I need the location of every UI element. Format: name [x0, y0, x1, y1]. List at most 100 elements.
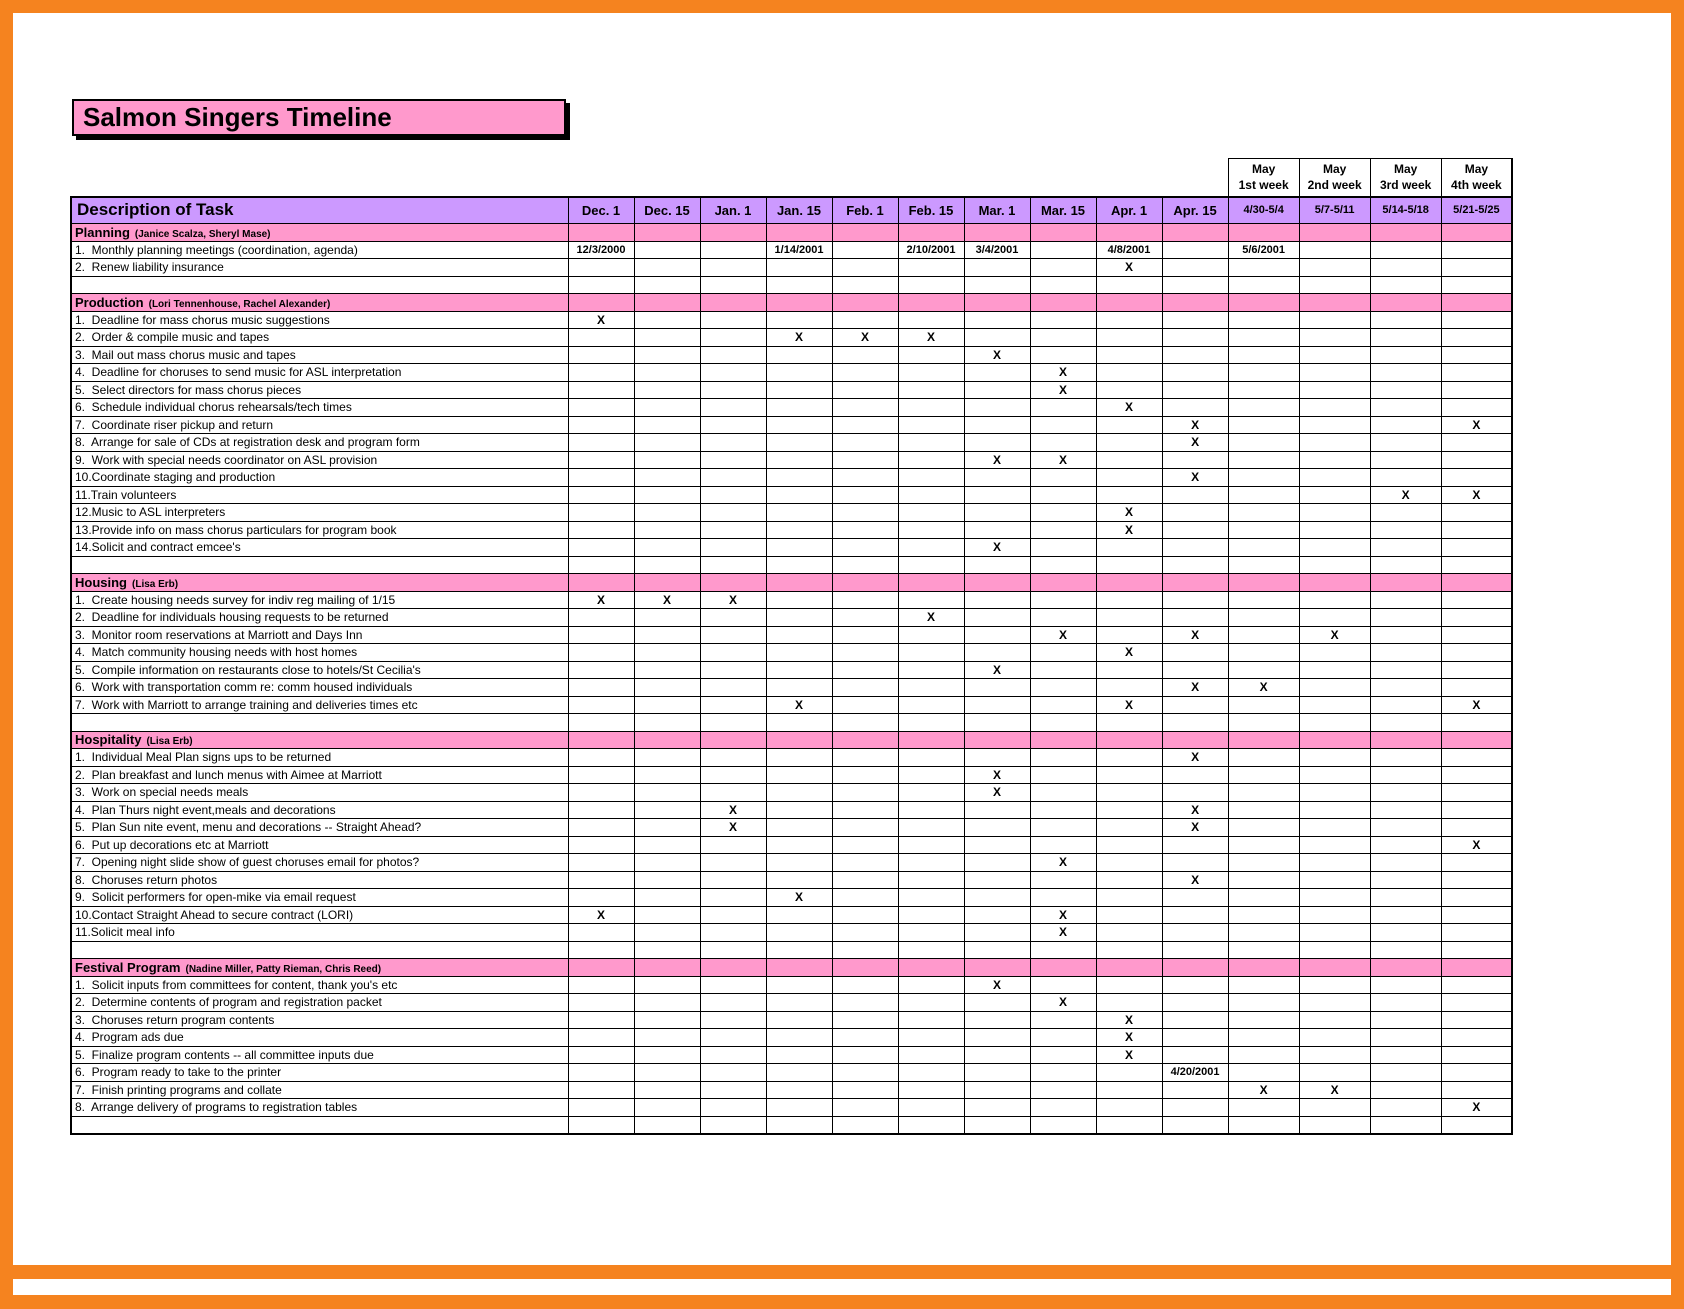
empty-cell: [1227, 993, 1300, 1012]
empty-cell: [831, 1080, 899, 1099]
empty-cell: [1227, 345, 1300, 364]
empty-cell: [699, 1028, 767, 1047]
empty-cell: [1227, 485, 1300, 504]
empty-cell: [897, 853, 965, 872]
x-mark-cell: X: [1227, 678, 1300, 697]
empty-cell: [1029, 240, 1097, 259]
empty-cell: [1227, 818, 1300, 837]
empty-cell: [1095, 450, 1163, 469]
x-mark-cell: X: [567, 590, 635, 609]
empty-cell: [1440, 1063, 1514, 1082]
date-cell: 1/14/2001: [765, 240, 833, 259]
may-week-label-top: May: [1393, 162, 1418, 177]
empty-cell: [633, 940, 701, 959]
empty-cell: [1298, 258, 1371, 277]
empty-cell: [897, 450, 965, 469]
empty-cell: [831, 923, 899, 942]
empty-cell: [1095, 940, 1163, 959]
empty-cell: [831, 1045, 899, 1064]
empty-cell: [1227, 468, 1300, 487]
date-cell: 3/4/2001: [963, 240, 1031, 259]
empty-cell: [1095, 748, 1163, 767]
section-cell: [1029, 958, 1097, 977]
empty-cell: [1227, 1063, 1300, 1082]
empty-cell: [1095, 555, 1163, 574]
empty-cell: [831, 818, 899, 837]
empty-cell: [567, 975, 635, 994]
empty-cell: [567, 1063, 635, 1082]
section-cell: [831, 958, 899, 977]
task-row: 1. Solicit inputs from committees for co…: [70, 975, 1514, 994]
task-label: 4. Plan Thurs night event,meals and deco…: [70, 800, 569, 819]
empty-cell: [1161, 835, 1229, 854]
empty-cell: [1029, 1045, 1097, 1064]
empty-cell: [633, 240, 701, 259]
empty-cell: [633, 1098, 701, 1117]
section-title-cell: Planning (Janice Scalza, Sheryl Mase): [70, 223, 569, 242]
empty-cell: [1298, 590, 1371, 609]
empty-cell: [633, 905, 701, 924]
empty-cell: [897, 643, 965, 662]
empty-cell: [1440, 940, 1514, 959]
section-name: Production: [75, 294, 144, 310]
empty-cell: [699, 380, 767, 399]
empty-cell: [1161, 363, 1229, 382]
empty-cell: [1029, 555, 1097, 574]
empty-cell: [699, 1080, 767, 1099]
empty-cell: [1369, 608, 1442, 627]
empty-cell: [897, 765, 965, 784]
empty-cell: [1440, 450, 1514, 469]
section-cell: [1227, 730, 1300, 749]
empty-cell: [831, 258, 899, 277]
empty-cell: [1440, 328, 1514, 347]
empty-cell: [1440, 345, 1514, 364]
empty-cell: [633, 800, 701, 819]
x-mark-cell: X: [1095, 520, 1163, 539]
empty-cell: [699, 468, 767, 487]
empty-cell: [1369, 345, 1442, 364]
x-mark-cell: X: [963, 345, 1031, 364]
column-header: Feb. 1: [831, 195, 899, 224]
empty-cell: [1369, 713, 1442, 732]
empty-cell: [1440, 678, 1514, 697]
empty-cell: [567, 853, 635, 872]
empty-cell: [1095, 993, 1163, 1012]
empty-cell: [699, 450, 767, 469]
section-cell: [633, 958, 701, 977]
empty-cell: [699, 1115, 767, 1135]
empty-cell: [963, 695, 1031, 714]
section-cell: [1369, 573, 1442, 592]
empty-cell: [765, 450, 833, 469]
column-header: 4/30-5/4: [1227, 195, 1300, 224]
empty-cell: [567, 503, 635, 522]
empty-cell: [963, 1098, 1031, 1117]
empty-cell: [1298, 1010, 1371, 1029]
empty-cell: [1298, 345, 1371, 364]
empty-cell: [897, 888, 965, 907]
empty-cell: [1227, 555, 1300, 574]
empty-cell: [699, 853, 767, 872]
empty-cell: [1095, 590, 1163, 609]
task-label: 14.Solicit and contract emcee's: [70, 538, 569, 557]
empty-cell: [70, 713, 569, 732]
empty-cell: [567, 748, 635, 767]
empty-cell: [831, 1115, 899, 1135]
section-cell: [1298, 573, 1371, 592]
task-label: 8. Choruses return photos: [70, 870, 569, 889]
empty-cell: [567, 1080, 635, 1099]
x-mark-cell: X: [1227, 1080, 1300, 1099]
task-label: 5. Select directors for mass chorus piec…: [70, 380, 569, 399]
empty-cell: [633, 520, 701, 539]
empty-cell: [765, 363, 833, 382]
section-cell: [1227, 958, 1300, 977]
empty-cell: [567, 538, 635, 557]
empty-cell: [897, 660, 965, 679]
empty-cell: [1029, 800, 1097, 819]
empty-cell: [963, 905, 1031, 924]
empty-cell: [1029, 695, 1097, 714]
section-cell: [1095, 223, 1163, 242]
empty-cell: [1369, 240, 1442, 259]
x-mark-cell: X: [963, 538, 1031, 557]
x-mark-cell: X: [1161, 433, 1229, 452]
empty-cell: [897, 503, 965, 522]
